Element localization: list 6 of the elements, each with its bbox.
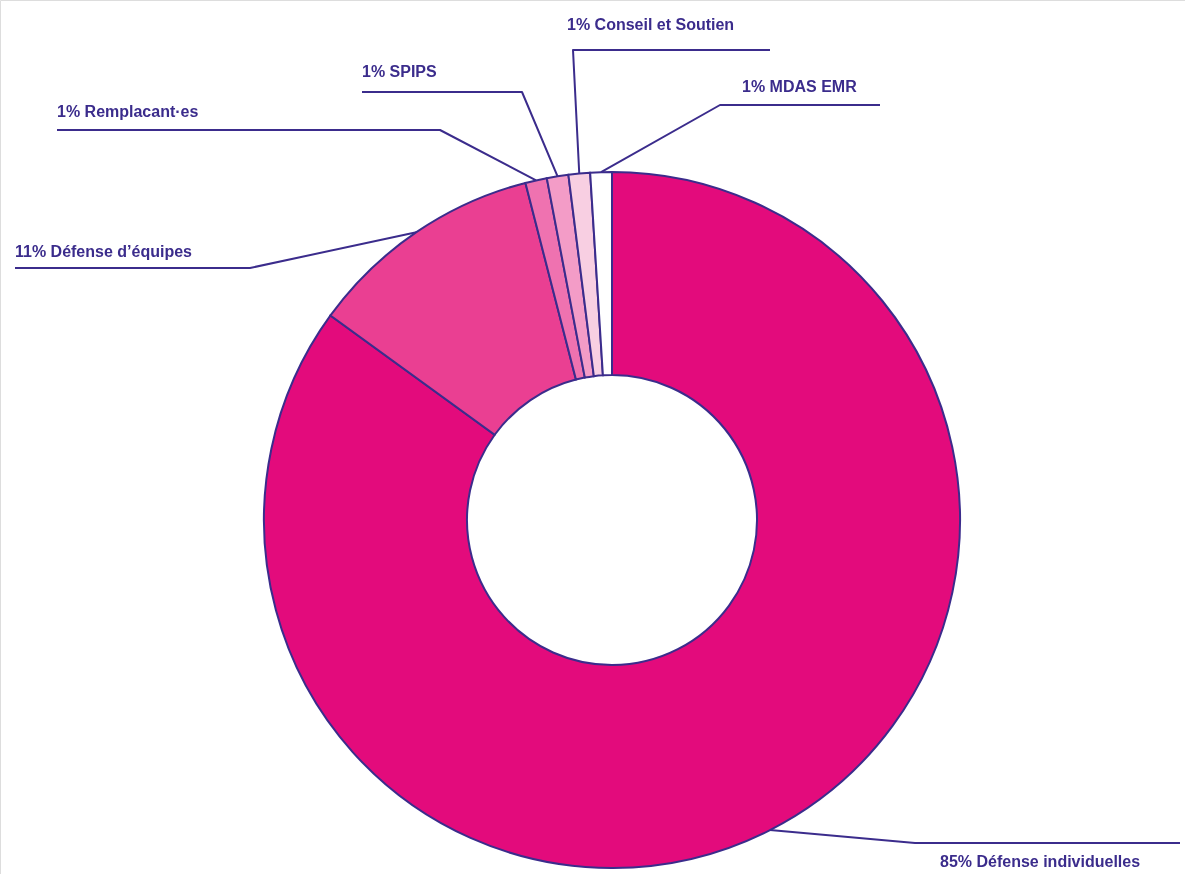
slice-label: 11% Défense d’équipes <box>15 243 193 260</box>
slice-label: 1% SPIPS <box>362 63 438 80</box>
slice-label: 85% Défense individuelles <box>940 853 1141 870</box>
slice-label: 1% Conseil et Soutien <box>567 16 735 33</box>
slice-label: 1% MDAS EMR <box>742 78 858 95</box>
slice-label: 1% Remplacant·es <box>57 103 199 120</box>
